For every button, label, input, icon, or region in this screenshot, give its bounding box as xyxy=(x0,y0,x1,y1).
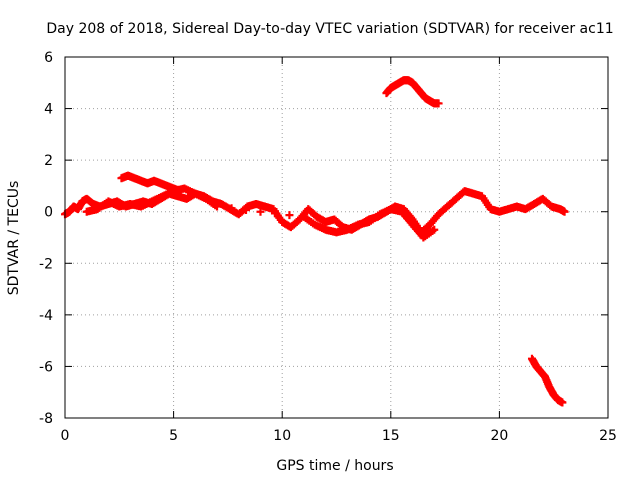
y-tick-label: -6 xyxy=(39,359,53,375)
data-point xyxy=(256,207,265,216)
y-tick-label: -4 xyxy=(39,308,53,324)
data-point xyxy=(560,207,569,216)
y-tick-label: 2 xyxy=(44,153,53,169)
series-low-tail xyxy=(527,354,567,407)
data-point xyxy=(434,99,443,108)
chart-title: Day 208 of 2018, Sidereal Day-to-day VTE… xyxy=(46,21,613,37)
data-point xyxy=(227,204,236,213)
y-tick-label: -8 xyxy=(39,411,53,427)
data-point xyxy=(242,205,250,214)
series-high-arc xyxy=(382,76,443,108)
x-tick-label: 0 xyxy=(61,428,70,444)
x-tick-label: 25 xyxy=(599,428,617,444)
y-tick-label: 0 xyxy=(44,205,53,221)
y-tick-label: 4 xyxy=(44,102,53,118)
data-point xyxy=(558,398,567,407)
data-point xyxy=(285,211,294,220)
plot-frame xyxy=(64,56,609,419)
x-tick-label: 10 xyxy=(273,428,291,444)
x-axis-label: GPS time / hours xyxy=(276,458,393,474)
x-tick-label: 5 xyxy=(169,428,178,444)
x-tick-label: 20 xyxy=(490,428,508,444)
data-points xyxy=(61,76,569,407)
series-secondary-track xyxy=(82,184,439,242)
data-point xyxy=(213,202,222,211)
y-tick-label: 6 xyxy=(44,50,53,66)
y-axis-label: SDTVAR / TECUs xyxy=(6,181,22,296)
data-point xyxy=(430,225,439,234)
x-tick-label: 15 xyxy=(382,428,400,444)
grid xyxy=(65,57,608,418)
data-point xyxy=(270,209,279,218)
y-tick-label: -2 xyxy=(39,256,53,272)
axis-ticks: 0 5 10 15 20 25 -8 -6 -4 -2 0 2 4 6 xyxy=(39,50,617,444)
